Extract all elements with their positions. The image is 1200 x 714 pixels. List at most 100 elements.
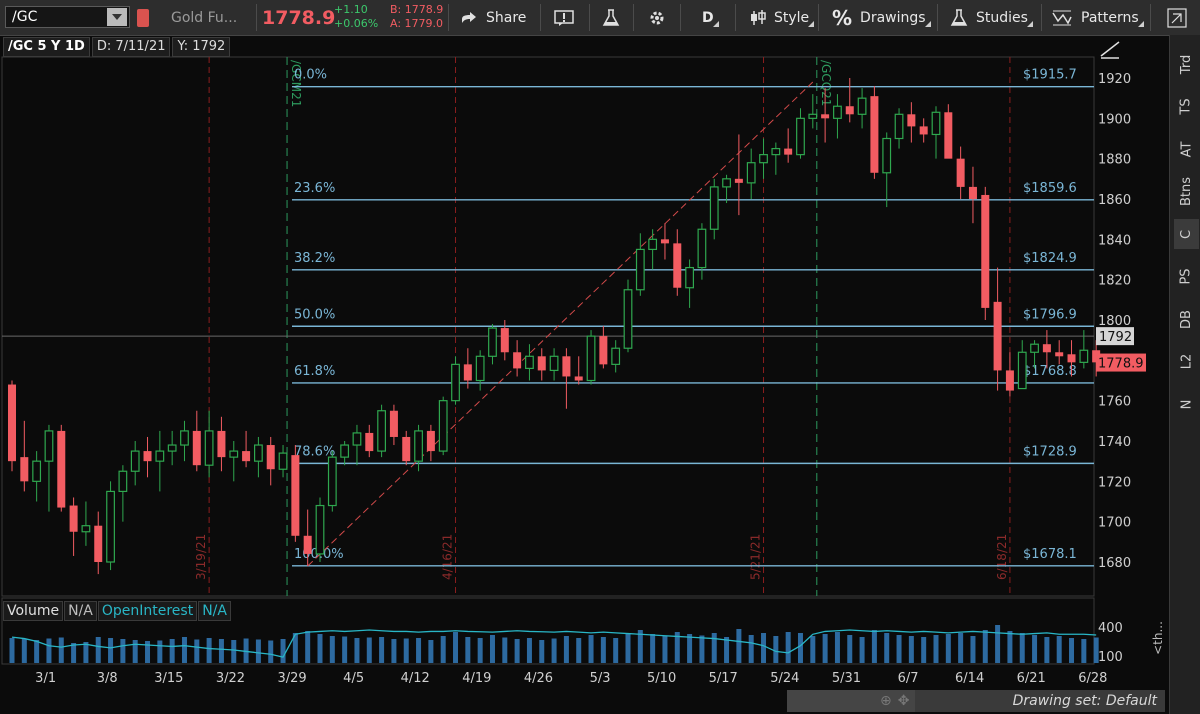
candle-body [648,238,658,251]
sidebar-tab-db[interactable]: DB [1174,304,1199,334]
sidebar-tab-at[interactable]: AT [1174,134,1199,164]
symbol-dropdown-icon[interactable] [107,8,127,26]
candle [81,501,91,546]
ask-price: A: 1779.0 [390,17,444,30]
aggregation-button[interactable]: D [702,0,714,35]
style-label: Style [774,9,810,26]
x-tick-label: 6/28 [1078,671,1107,686]
volume-bar [687,634,693,663]
patterns-button[interactable]: Patterns [1051,0,1139,35]
candle [1042,330,1051,369]
horizontal-scrollbar[interactable] [787,690,917,712]
flask-button[interactable] [602,0,620,35]
candle-body [944,112,953,159]
volume-bar [625,633,631,663]
symbol-period-label[interactable]: /GC 5 Y 1D [3,37,90,57]
sidebar-tab-ts[interactable]: TS [1174,92,1199,122]
candle [1005,352,1014,397]
symbol-link-icon[interactable] [137,9,149,27]
volume-bar [132,640,138,663]
sidebar-tab-l2[interactable]: L2 [1174,347,1199,377]
candle-body [426,430,435,452]
sidebar-tab-trd[interactable]: Trd [1174,49,1199,79]
drawing-tool-icon[interactable] [1098,38,1122,60]
candle [734,134,743,216]
candle-body [709,186,719,230]
flask-icon [602,8,620,26]
sidebar-tab-btns[interactable]: Btns [1174,177,1199,207]
fib-trendline[interactable] [307,81,814,567]
volume-bar [1044,637,1050,663]
volume-bar [428,640,434,663]
volume-bar [46,638,52,663]
volume-bar [526,638,532,663]
candle-body [1079,349,1089,363]
candle [1079,330,1089,369]
candle-body [993,301,1002,371]
cursor-date-label: D: 7/11/21 [91,37,171,57]
candle [685,259,694,308]
volume-bar [871,630,877,663]
symbol-input[interactable]: /GC [12,9,38,25]
candle-body [155,450,165,462]
volume-bar [206,638,212,663]
maximize-button[interactable] [1166,0,1188,35]
candle-body [623,289,633,349]
volume-label[interactable]: Volume [3,601,64,621]
right-sidebar: Trd TS AT Btns C PS DB L2 N [1169,35,1200,714]
candle-body [315,504,325,555]
candle [919,118,928,143]
zoom-in-icon[interactable]: ⊕ [880,693,892,709]
volume-tick-label: 100 [1098,650,1123,665]
volume-bar [563,636,569,663]
price-chart[interactable]: 3/19/21 4/16/21 5/21/21 6/18/21/GCM21/GCQ21… [0,0,1169,690]
x-tick-label: 6/14 [955,671,984,686]
sidebar-tab-n[interactable]: N [1174,389,1199,419]
volume-bar [736,629,742,663]
last-price-box [1096,353,1146,372]
volume-bar [995,625,1001,663]
style-button[interactable]: Style [748,0,809,35]
percent-icon: % [832,5,853,30]
volume-collapse-tab[interactable]: <th... [1148,608,1168,668]
candle [254,436,263,478]
studies-button[interactable]: Studies [950,0,1028,35]
candle-body [229,450,239,458]
candle [94,511,103,575]
candle-body [1055,352,1064,357]
candle-body [167,444,177,452]
volume-bar [1093,637,1099,663]
sidebar-tab-label: L2 [1178,353,1194,370]
volume-bar [169,639,175,663]
candle [857,88,867,129]
sidebar-tab-c[interactable]: C [1174,219,1199,249]
sidebar-tab-ps[interactable]: PS [1174,262,1199,292]
alert-button[interactable] [553,0,575,35]
fib-level-label: 0.0% [294,68,327,83]
x-tick-label: 5/10 [647,671,676,686]
volume-bar [650,634,656,663]
candle-body [340,444,350,458]
volume-bar [231,640,237,663]
fib-price-label: $1728.9 [1023,444,1077,459]
settings-button[interactable] [648,0,666,35]
candle-body [352,432,362,446]
open-interest-label[interactable]: OpenInterest [97,601,198,621]
volume-bar [539,640,545,663]
share-button[interactable]: Share [460,0,526,35]
drawings-button[interactable]: % Drawings [832,0,926,35]
candle [32,451,42,502]
drawing-set-status[interactable]: Drawing set: Default [915,690,1165,712]
fib-level-label: 78.6% [294,444,335,459]
volume-pane-frame [1,597,1095,665]
fib-price-label: $1678.1 [1023,547,1077,562]
candle-body [291,455,300,536]
candle-body [377,410,386,452]
volume-bar [342,636,348,663]
symbol-selector[interactable]: /GC [5,6,130,28]
candle-body [833,105,842,119]
expand-icon [1167,7,1187,28]
volume-bar [600,637,606,663]
pan-icon[interactable]: ✥ [897,693,910,709]
candle [784,128,793,163]
